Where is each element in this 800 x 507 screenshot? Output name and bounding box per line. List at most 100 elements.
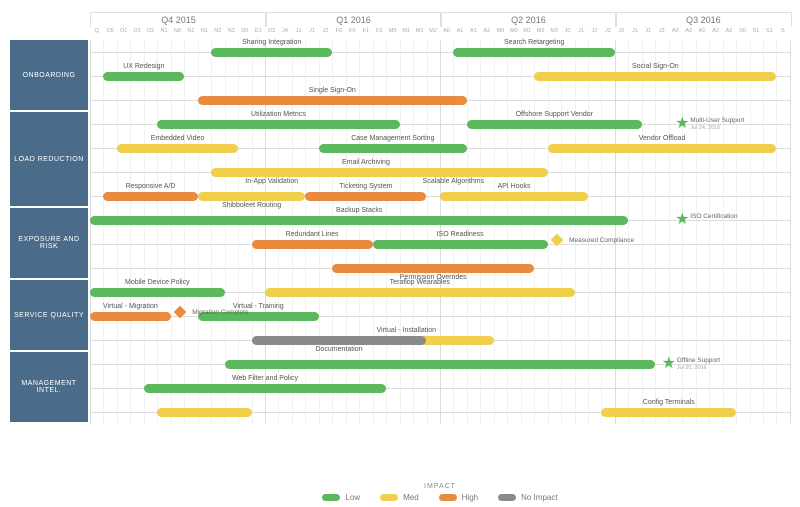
legend-swatch	[498, 494, 516, 501]
bar-label: Documentation	[315, 346, 362, 353]
legend-title: IMPACT	[90, 483, 790, 490]
bar-label: UX Redesign	[123, 63, 164, 70]
row-track	[90, 316, 790, 317]
legend-label: Low	[345, 493, 360, 502]
bar-label: Email Archiving	[342, 159, 390, 166]
legend-swatch	[322, 494, 340, 501]
bar-label: API Hooks	[497, 183, 530, 190]
bar-label: Search Retargeting	[504, 39, 564, 46]
milestone-star: ★	[675, 215, 689, 225]
bar-label: Case Management Sorting	[351, 135, 434, 142]
legend-label: No Impact	[521, 493, 557, 502]
gantt-bar	[601, 408, 736, 417]
gantt-bar	[198, 192, 306, 201]
gantt-bar	[319, 144, 467, 153]
gantt-bar	[90, 312, 171, 321]
gantt-bar	[225, 360, 656, 369]
gridline	[736, 40, 737, 424]
gridline	[776, 40, 777, 424]
milestone-diamond	[557, 240, 566, 249]
bar-label: Utilization Metrics	[251, 111, 306, 118]
bar-label: Social Sign-On	[632, 63, 679, 70]
gridline	[117, 40, 118, 424]
gridline	[90, 40, 91, 424]
bar-label: Virtual - Installation	[377, 327, 436, 334]
bar-label: Vendor Offload	[639, 135, 686, 142]
gridline	[184, 40, 185, 424]
gantt-bar	[359, 168, 547, 177]
category-label: LOAD REDUCTION	[10, 112, 88, 206]
bar-label: Single Sign-On	[309, 87, 356, 94]
bar-label: Offshore Support Vendor	[516, 111, 593, 118]
legend-swatch	[439, 494, 457, 501]
gantt-bar	[265, 288, 575, 297]
bar-label: Scalable Algorithms	[423, 178, 484, 185]
milestone-star: ★	[675, 119, 689, 129]
quarter-header: Q1 2016	[265, 12, 442, 27]
category-label: EXPOSURE AND RISK	[10, 208, 88, 278]
gantt-bar	[252, 336, 427, 345]
legend-label: High	[462, 493, 478, 502]
bar-label: In-App Validation	[245, 178, 298, 185]
gridline	[171, 40, 172, 424]
gantt-bar	[467, 120, 642, 129]
milestone-label: Measured Compliance	[569, 237, 634, 244]
gantt-bar	[103, 72, 184, 81]
quarter-header: Q3 2016	[615, 12, 792, 27]
gantt-bar	[373, 240, 548, 249]
row-track	[90, 52, 790, 53]
bar-label: Config Terminals	[643, 399, 695, 406]
legend-item: Low	[322, 493, 360, 502]
gantt-bar	[144, 384, 386, 393]
gantt-bar	[90, 216, 628, 225]
gantt-bar	[252, 240, 373, 249]
bar-label: Ticketing System	[339, 183, 392, 190]
gantt-bar	[440, 192, 588, 201]
gantt-bar	[305, 192, 426, 201]
bar-label: Shibboleet Routing	[222, 202, 281, 209]
bar-label: Sharing Integration	[242, 39, 301, 46]
bar-label: Embedded Video	[151, 135, 205, 142]
gantt-bar	[103, 192, 197, 201]
legend: IMPACT Low Med High No Impact	[90, 483, 790, 503]
quarter-header: Q2 2016	[440, 12, 617, 27]
legend-item: No Impact	[498, 493, 557, 502]
gantt-bar	[211, 168, 332, 177]
legend-label: Med	[403, 493, 419, 502]
gantt-bar	[157, 120, 399, 129]
gridline	[763, 40, 764, 424]
legend-swatch	[380, 494, 398, 501]
category-label: MANAGEMENT INTEL.	[10, 352, 88, 422]
gantt-bar	[211, 48, 332, 57]
gantt-chart: Q4 2015Q1 2016Q2 2016Q3 2016QO5O1O1O2N1N…	[90, 12, 790, 462]
category-label: ONBOARDING	[10, 40, 88, 110]
gridline	[790, 40, 791, 424]
bar-label: Virtual - Migration	[103, 303, 158, 310]
gridline	[130, 40, 131, 424]
gantt-bar	[117, 144, 238, 153]
gridline	[103, 40, 104, 424]
gridline	[655, 40, 656, 424]
milestone-label: Multi-User SupportJul 24, 2016	[690, 117, 744, 131]
bar-label: Teraflop Wearables	[390, 279, 450, 286]
gantt-bar	[534, 72, 776, 81]
gridline	[144, 40, 145, 424]
bar-label: Web Filter and Policy	[232, 375, 298, 382]
category-label: SERVICE QUALITY	[10, 280, 88, 350]
gantt-bar	[332, 264, 534, 273]
gantt-bar	[90, 288, 225, 297]
gridline	[157, 40, 158, 424]
legend-item: High	[439, 493, 478, 502]
bar-label: Redundant Lines	[286, 231, 339, 238]
gridline	[723, 40, 724, 424]
legend-item: Med	[380, 493, 419, 502]
milestone-label: ISO Certification	[690, 213, 737, 220]
milestone-label: Offline SupportJul 20, 2016	[677, 357, 720, 371]
bar-label: ISO Readiness	[437, 231, 484, 238]
milestone-star: ★	[662, 359, 676, 369]
week-labels: QO5O1O1O2N1N0N1N1N2N3D0D1D2J4J1J1J2F0F0F…	[90, 28, 790, 38]
gantt-bar	[453, 48, 615, 57]
bar-label: Backup Stacks	[336, 207, 382, 214]
quarter-header: Q4 2015	[90, 12, 267, 27]
gridline	[750, 40, 751, 424]
